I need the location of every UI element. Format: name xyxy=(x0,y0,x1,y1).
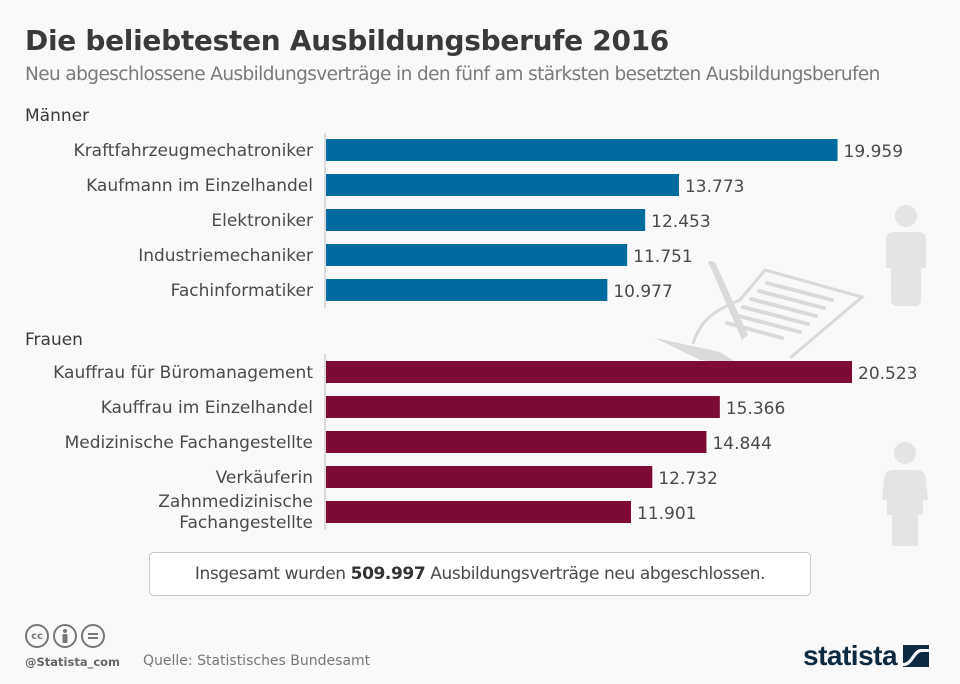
category-label: Kaufmann im Einzelhandel xyxy=(86,176,313,196)
group-label-men: Männer xyxy=(25,106,90,126)
summary-suffix: Ausbildungsverträge neu abgeschlossen. xyxy=(425,564,766,584)
bar-women-1 xyxy=(326,396,720,418)
value-label: 15.366 xyxy=(726,399,785,419)
statista-handle[interactable]: @Statista_com xyxy=(25,655,121,669)
chart-title: Die beliebtesten Ausbildungsberufe 2016 xyxy=(25,24,669,57)
bar-men-2 xyxy=(326,209,646,231)
value-label: 14.844 xyxy=(712,434,771,454)
woman-figure-icon xyxy=(882,442,928,546)
bar-men-0 xyxy=(326,139,838,161)
bars-men: 19.959 Kraftfahrzeugmechatroniker 13.773 Ka… xyxy=(74,139,903,302)
value-label: 11.751 xyxy=(633,247,692,267)
group-label-women: Frauen xyxy=(25,330,83,350)
value-label: 20.523 xyxy=(858,364,917,384)
category-label: Medizinische Fachangestellte xyxy=(65,433,313,453)
value-label: 12.732 xyxy=(658,469,717,489)
summary-box: Insgesamt wurden 509.997 Ausbildungsvert… xyxy=(149,552,811,596)
nd-icon[interactable] xyxy=(81,624,105,648)
statista-logo[interactable]: statista xyxy=(803,640,930,672)
cc-icon[interactable]: cc xyxy=(25,624,49,648)
category-label: Elektroniker xyxy=(211,211,313,231)
bar-men-4 xyxy=(326,279,608,301)
statista-logo-text: statista xyxy=(803,640,898,671)
bar-men-1 xyxy=(326,174,679,196)
value-label: 11.901 xyxy=(637,504,696,524)
category-label: Kauffrau im Einzelhandel xyxy=(101,398,313,418)
man-figure-icon xyxy=(886,205,926,306)
bar-women-0 xyxy=(326,361,852,383)
summary-total: 509.997 xyxy=(350,564,426,584)
value-label: 19.959 xyxy=(844,142,903,162)
source-note: Quelle: Statistisches Bundesamt xyxy=(143,653,371,669)
category-label: Kauffrau für Büromanagement xyxy=(53,363,313,383)
statista-logo-icon xyxy=(903,645,930,667)
category-label: Industriemechaniker xyxy=(138,246,313,266)
category-label: Verkäuferin xyxy=(216,468,313,488)
by-icon[interactable] xyxy=(53,624,77,648)
category-label: Zahnmedizinische Fachangestellte xyxy=(158,492,313,533)
bars-women: 20.523 Kauffrau für Büromanagement 15.366 K… xyxy=(53,361,917,533)
chart-subtitle: Neu abgeschlossene Ausbildungsverträge i… xyxy=(25,64,880,85)
contract-with-pen-icon xyxy=(655,260,866,365)
category-label: Fachinformatiker xyxy=(171,281,313,301)
category-label: Kraftfahrzeugmechatroniker xyxy=(74,141,313,161)
value-label: 12.453 xyxy=(651,212,710,232)
bar-men-3 xyxy=(326,244,628,266)
bar-women-3 xyxy=(326,466,653,488)
license-icons: cc xyxy=(25,624,105,648)
bar-women-4 xyxy=(326,501,632,523)
summary-prefix: Insgesamt wurden xyxy=(194,564,351,584)
value-label: 13.773 xyxy=(685,177,744,197)
bar-women-2 xyxy=(326,431,707,453)
value-label: 10.977 xyxy=(613,282,672,302)
